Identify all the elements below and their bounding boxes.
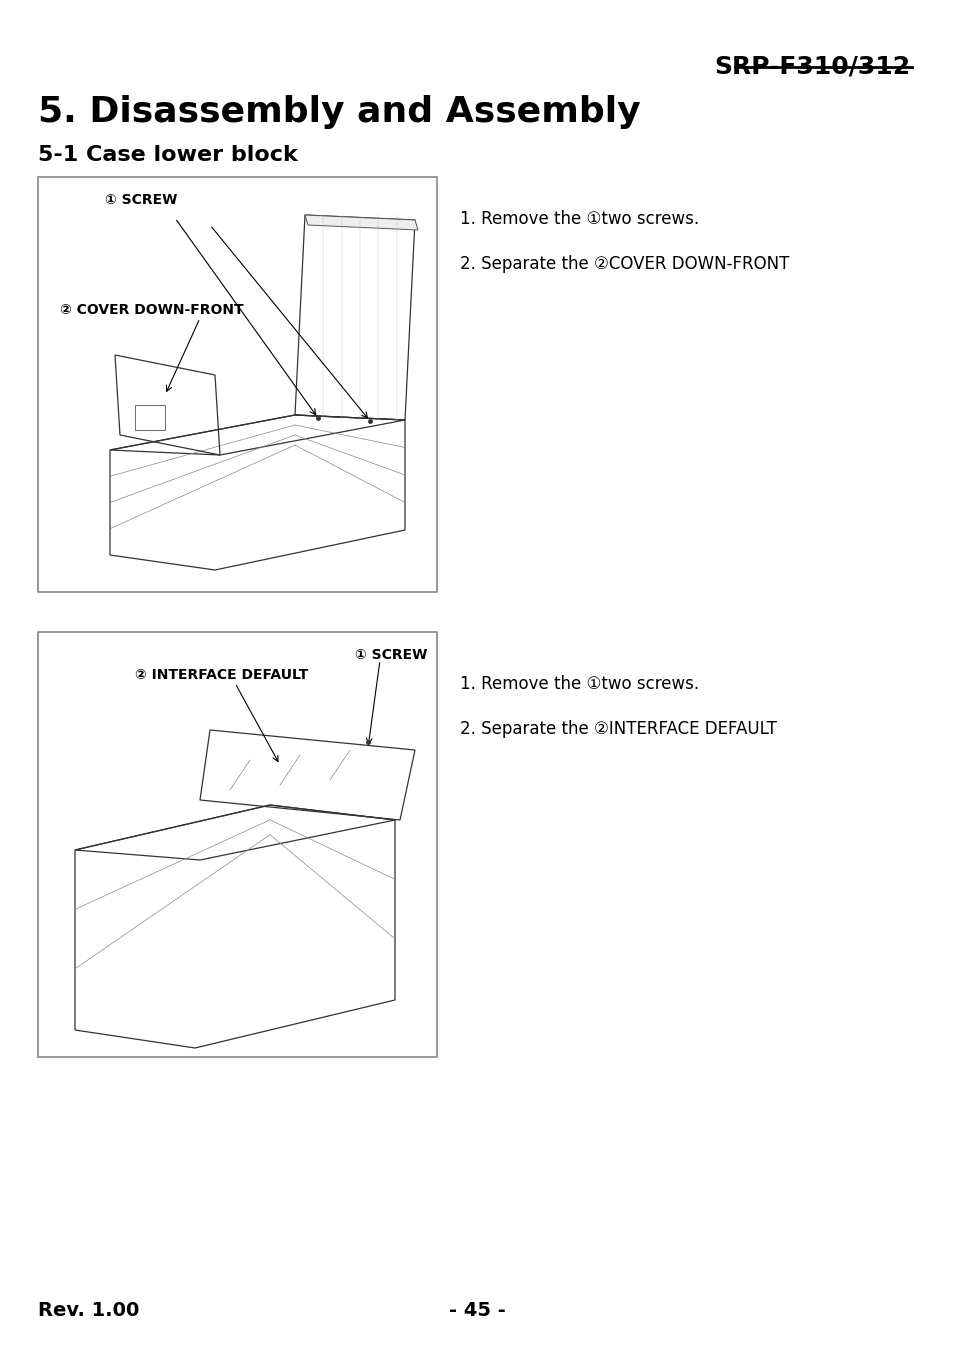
Text: 1. Remove the ①two screws.: 1. Remove the ①two screws. — [459, 211, 699, 228]
Text: 2. Separate the ②INTERFACE DEFAULT: 2. Separate the ②INTERFACE DEFAULT — [459, 720, 776, 738]
Text: 2. Separate the ②COVER DOWN-FRONT: 2. Separate the ②COVER DOWN-FRONT — [459, 255, 788, 273]
Text: ② INTERFACE DEFAULT: ② INTERFACE DEFAULT — [135, 668, 308, 682]
Text: SRP-F310/312: SRP-F310/312 — [713, 55, 909, 80]
Text: ① SCREW: ① SCREW — [105, 193, 177, 207]
Text: ② COVER DOWN-FRONT: ② COVER DOWN-FRONT — [60, 302, 243, 317]
Text: - 45 -: - 45 - — [448, 1300, 505, 1319]
Text: 5-1 Case lower block: 5-1 Case lower block — [38, 144, 297, 165]
Text: 1. Remove the ①two screws.: 1. Remove the ①two screws. — [459, 675, 699, 693]
Text: ① SCREW: ① SCREW — [355, 648, 427, 662]
Text: 5. Disassembly and Assembly: 5. Disassembly and Assembly — [38, 95, 640, 130]
Polygon shape — [305, 215, 417, 230]
Bar — [135, 405, 165, 431]
Text: Rev. 1.00: Rev. 1.00 — [38, 1300, 139, 1319]
Bar — [38, 177, 436, 593]
Bar — [38, 632, 436, 1057]
